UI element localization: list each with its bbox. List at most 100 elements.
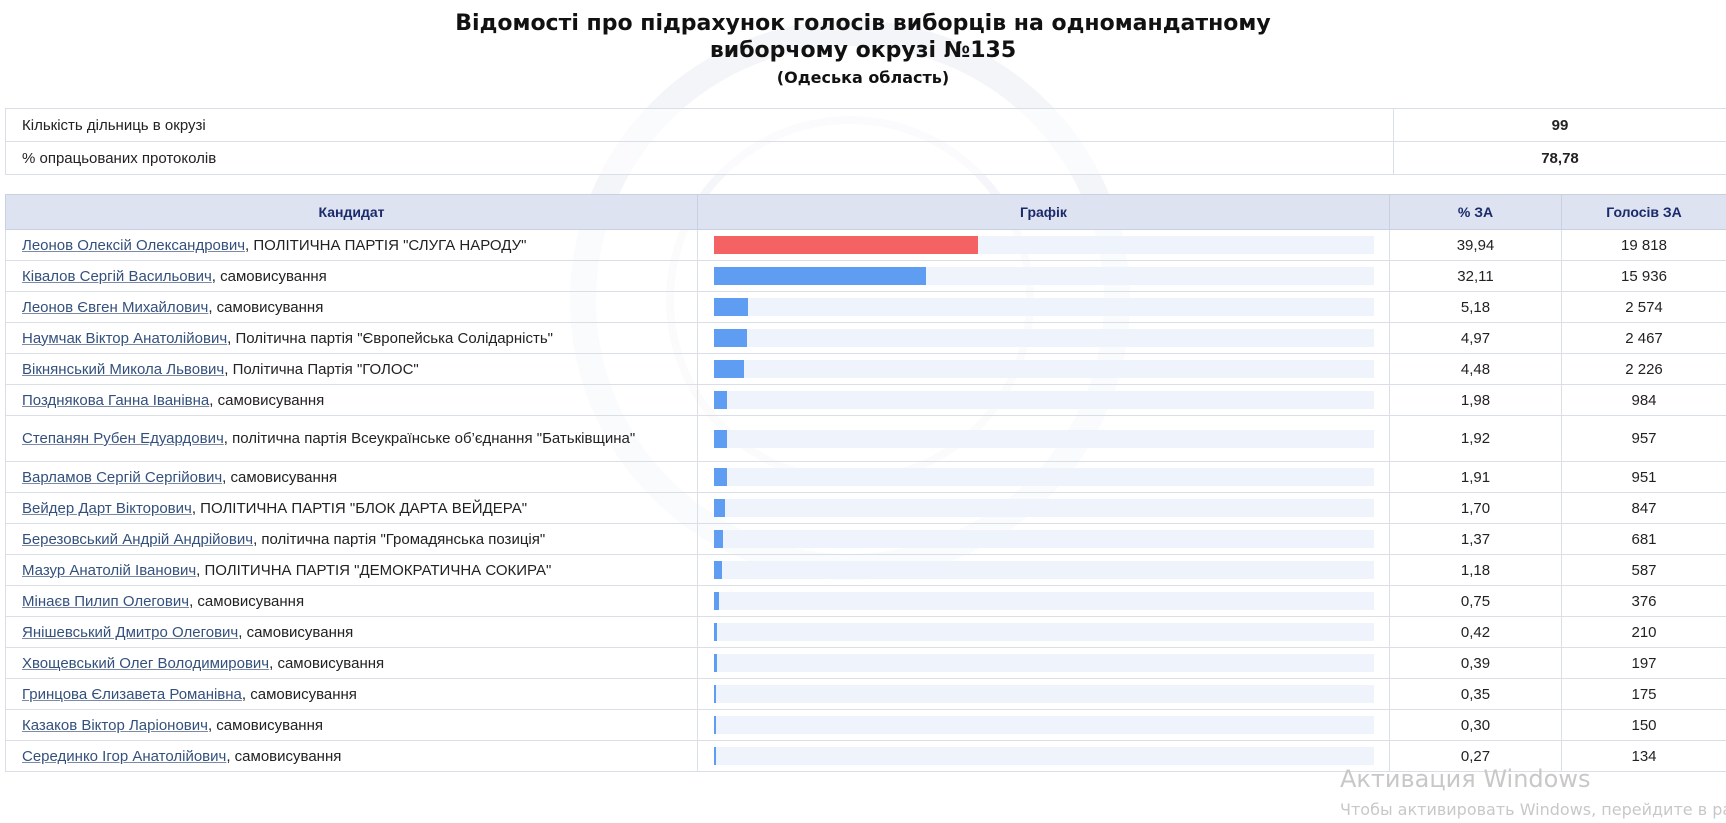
vote-bar <box>714 623 717 641</box>
windows-activation-title: Активация Windows <box>1340 765 1591 793</box>
candidate-row: Хвощевський Олег Володимирович, самовису… <box>5 647 1726 679</box>
candidate-party: , самовисування <box>269 654 385 672</box>
chart-cell <box>697 647 1390 679</box>
chart-cell <box>697 740 1390 772</box>
candidate-cell: Хвощевський Олег Володимирович, самовису… <box>5 647 698 679</box>
vote-bar <box>714 267 926 285</box>
candidate-name-link[interactable]: Позднякова Ганна Іванівна <box>22 391 210 409</box>
title-line-2: виборчому окрузі №135 <box>709 38 1017 63</box>
vote-bar-track <box>714 429 1374 448</box>
candidate-cell: Леонов Євген Михайлович, самовисування <box>5 291 698 323</box>
column-header-percent[interactable]: % ЗА <box>1389 194 1562 230</box>
candidate-name-link[interactable]: Березовський Андрій Андрійович <box>22 530 254 548</box>
vote-bar-track <box>714 530 1374 548</box>
vote-bar <box>714 329 747 347</box>
vote-bar <box>714 499 726 517</box>
candidate-name-link[interactable]: Мінаєв Пилип Олегович <box>22 592 190 610</box>
candidate-cell: Варламов Сергій Сергійович, самовисуванн… <box>5 461 698 493</box>
chart-cell <box>697 554 1390 586</box>
vote-bar <box>714 360 744 378</box>
results-table: Кандидат Графік % ЗА Голосів ЗА Леонов О… <box>5 194 1726 772</box>
vote-bar-track <box>714 623 1374 641</box>
votes-cell: 984 <box>1561 384 1726 416</box>
candidate-party: , самовисування <box>208 298 324 316</box>
candidate-name-link[interactable]: Мазур Анатолій Іванович <box>22 561 197 579</box>
votes-cell: 175 <box>1561 678 1726 710</box>
candidate-name-link[interactable]: Степанян Рубен Едуардович <box>22 430 224 447</box>
votes-cell: 957 <box>1561 415 1726 462</box>
candidate-name-link[interactable]: Варламов Сергій Сергійович <box>22 468 223 486</box>
column-header-chart[interactable]: Графік <box>697 194 1390 230</box>
candidate-party: , самовисування <box>211 267 327 285</box>
candidate-cell: Наумчак Віктор Анатолійович, Політична п… <box>5 322 698 354</box>
candidate-cell: Мінаєв Пилип Олегович, самовисування <box>5 585 698 617</box>
vote-bar <box>714 716 716 734</box>
candidate-party: , самовисування <box>189 592 305 610</box>
candidate-name-link[interactable]: Серединко Ігор Анатолійович <box>22 747 227 765</box>
candidate-row: Наумчак Віктор Анатолійович, Політична п… <box>5 322 1726 354</box>
summary-row: Кількість дільниць в окрузі 99 <box>5 108 1726 142</box>
votes-cell: 150 <box>1561 709 1726 741</box>
candidate-name-link[interactable]: Вейдер Дарт Вікторович <box>22 499 192 517</box>
candidate-name-link[interactable]: Леонов Олексій Олександрович <box>22 236 246 254</box>
votes-cell: 681 <box>1561 523 1726 555</box>
chart-cell <box>697 229 1390 261</box>
percent-cell: 1,37 <box>1389 523 1562 555</box>
chart-cell <box>697 585 1390 617</box>
candidate-cell: Вейдер Дарт Вікторович, ПОЛІТИЧНА ПАРТІЯ… <box>5 492 698 524</box>
vote-bar <box>714 592 719 610</box>
summary-label: Кількість дільниць в окрузі <box>5 108 1394 142</box>
chart-cell <box>697 523 1390 555</box>
percent-cell: 0,39 <box>1389 647 1562 679</box>
candidate-name-link[interactable]: Гринцова Єлизавета Романівна <box>22 685 242 703</box>
candidate-cell: Березовський Андрій Андрійович, політичн… <box>5 523 698 555</box>
candidate-row: Гринцова Єлизавета Романівна, самовисува… <box>5 678 1726 710</box>
results-body: Леонов Олексій Олександрович , ПОЛІТИЧНА … <box>5 229 1726 772</box>
vote-bar-track <box>714 747 1374 765</box>
candidate-row: Вейдер Дарт Вікторович, ПОЛІТИЧНА ПАРТІЯ… <box>5 492 1726 524</box>
candidate-cell: Гринцова Єлизавета Романівна, самовисува… <box>5 678 698 710</box>
chart-cell <box>697 709 1390 741</box>
vote-bar-track <box>714 298 1374 316</box>
percent-cell: 4,48 <box>1389 353 1562 385</box>
candidate-name-link[interactable]: Наумчак Віктор Анатолійович <box>22 329 228 347</box>
vote-bar-track <box>714 654 1374 672</box>
column-header-votes[interactable]: Голосів ЗА <box>1561 194 1726 230</box>
votes-cell: 587 <box>1561 554 1726 586</box>
vote-bar-track <box>714 329 1374 347</box>
candidate-row: Леонов Олексій Олександрович, ПОЛІТИЧНА … <box>5 229 1726 261</box>
vote-bar <box>714 685 717 703</box>
chart-cell <box>697 353 1390 385</box>
vote-bar <box>714 429 727 448</box>
candidate-cell: Позднякова Ганна Іванівна, самовисування <box>5 384 698 416</box>
candidate-name-link[interactable]: Вікнянський Микола Львович <box>22 360 225 378</box>
candidate-name-link[interactable]: Хвощевський Олег Володимирович <box>22 654 270 672</box>
candidate-name-link[interactable]: Ківалов Сергій Васильович <box>22 267 212 285</box>
candidate-cell: Ківалов Сергій Васильович, самовисування <box>5 260 698 292</box>
percent-cell: 32,11 <box>1389 260 1562 292</box>
vote-bar-track <box>714 716 1374 734</box>
percent-cell: 39,94 <box>1389 229 1562 261</box>
percent-cell: 1,18 <box>1389 554 1562 586</box>
vote-bar-track <box>714 236 1374 254</box>
chart-cell <box>697 461 1390 493</box>
candidate-party: , самовисування <box>209 391 325 409</box>
candidate-party: , Політична Партія "ГОЛОС" <box>224 360 419 378</box>
column-header-candidate[interactable]: Кандидат <box>5 194 698 230</box>
candidate-name-link[interactable]: Казаков Віктор Ларіонович <box>22 716 208 734</box>
candidate-party: , ПОЛІТИЧНА ПАРТІЯ "БЛОК ДАРТА ВЕЙДЕРА" <box>191 499 528 517</box>
vote-bar <box>714 468 727 486</box>
vote-bar-track <box>714 685 1374 703</box>
vote-bar <box>714 298 749 316</box>
votes-cell: 2 226 <box>1561 353 1726 385</box>
vote-bar-track <box>714 468 1374 486</box>
candidate-name-link[interactable]: Янішевський Дмитро Олегович <box>22 623 239 641</box>
vote-bar <box>714 391 728 409</box>
candidate-name-link[interactable]: Леонов Євген Михайлович <box>22 298 209 316</box>
percent-cell: 5,18 <box>1389 291 1562 323</box>
candidate-row: Степанян Рубен Едуардович, політична пар… <box>5 415 1726 462</box>
votes-cell: 134 <box>1561 740 1726 772</box>
candidate-cell: Казаков Віктор Ларіонович, самовисування <box>5 709 698 741</box>
vote-bar <box>714 530 724 548</box>
candidate-cell: Серединко Ігор Анатолійович, самовисуван… <box>5 740 698 772</box>
